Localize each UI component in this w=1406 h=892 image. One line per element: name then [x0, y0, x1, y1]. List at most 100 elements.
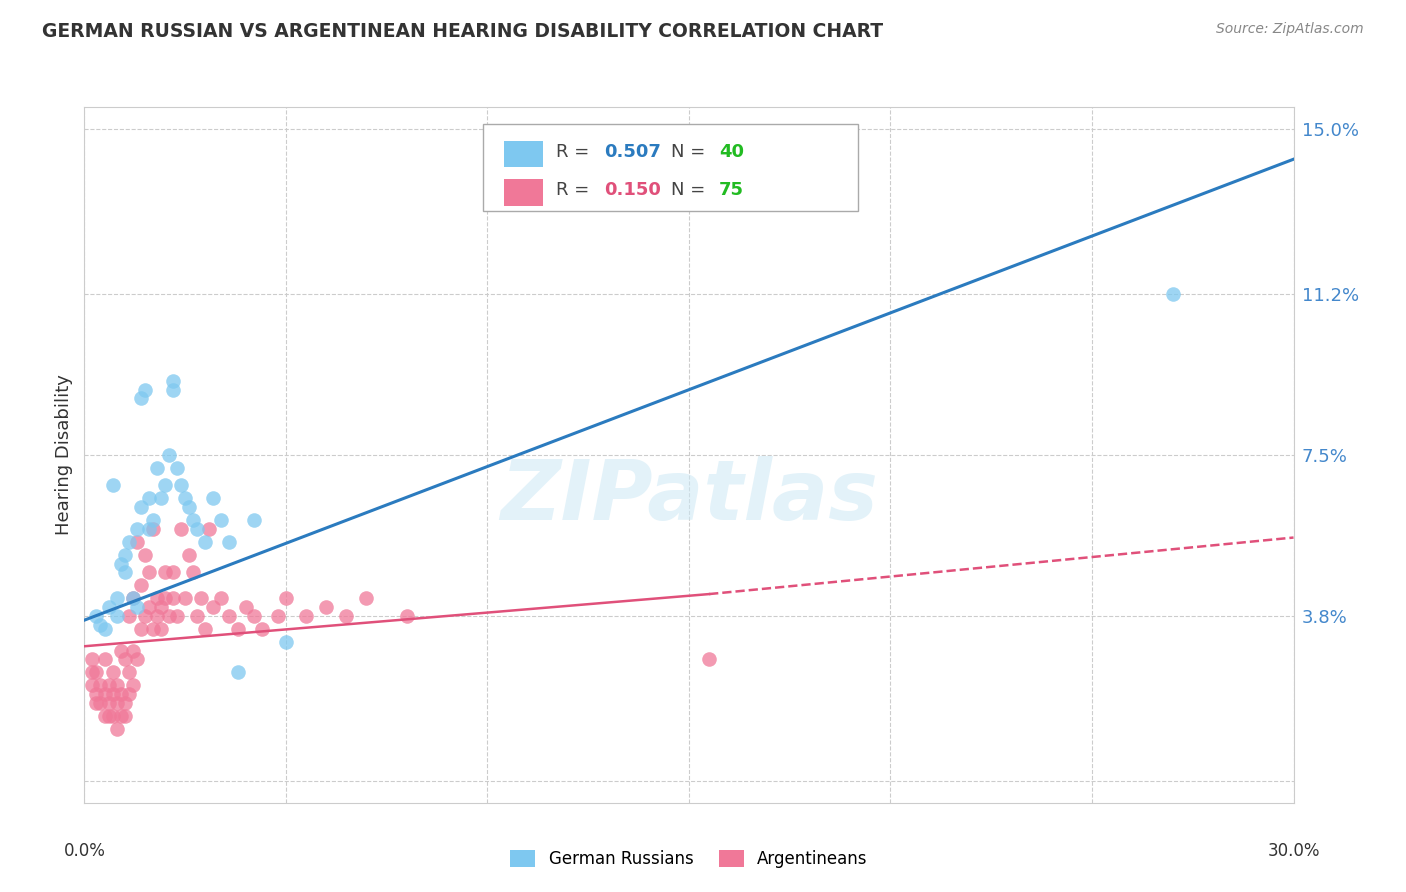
Point — [194, 622, 217, 636]
Point — [149, 600, 172, 615]
Point — [129, 622, 152, 636]
Point — [93, 708, 115, 723]
Text: 0.507: 0.507 — [605, 143, 661, 161]
Text: R =: R = — [555, 143, 595, 161]
Point — [110, 708, 132, 723]
FancyBboxPatch shape — [503, 179, 543, 206]
Point — [125, 652, 148, 666]
Point — [186, 608, 208, 623]
Point — [209, 591, 232, 606]
Point — [153, 591, 176, 606]
Point — [105, 591, 128, 606]
Point — [110, 687, 132, 701]
Point — [118, 608, 141, 623]
Point — [114, 548, 136, 562]
Point — [82, 665, 104, 680]
Point — [181, 513, 204, 527]
Point — [97, 696, 120, 710]
FancyBboxPatch shape — [503, 141, 543, 167]
Point — [142, 522, 165, 536]
Point — [218, 608, 240, 623]
Point — [179, 500, 201, 514]
Point — [162, 591, 184, 606]
Text: N =: N = — [671, 181, 711, 199]
Text: 75: 75 — [720, 181, 744, 199]
Point — [82, 652, 104, 666]
Point — [114, 708, 136, 723]
Point — [97, 678, 120, 692]
Point — [174, 591, 197, 606]
Point — [121, 643, 143, 657]
Point — [121, 591, 143, 606]
Point — [209, 513, 232, 527]
Point — [142, 513, 165, 527]
Text: 0.150: 0.150 — [605, 181, 661, 199]
Point — [218, 534, 240, 549]
Point — [114, 566, 136, 580]
Point — [114, 696, 136, 710]
Point — [93, 652, 115, 666]
Point — [697, 652, 720, 666]
Point — [101, 708, 124, 723]
Point — [138, 600, 160, 615]
Point — [1161, 287, 1184, 301]
Point — [97, 708, 120, 723]
Point — [134, 548, 156, 562]
Point — [157, 608, 180, 623]
Point — [138, 566, 160, 580]
Point — [129, 578, 152, 592]
Text: N =: N = — [671, 143, 711, 161]
Text: 0.0%: 0.0% — [63, 842, 105, 860]
Point — [149, 622, 172, 636]
Point — [170, 522, 193, 536]
Point — [157, 448, 180, 462]
Point — [146, 608, 169, 623]
Point — [202, 600, 225, 615]
Point — [110, 643, 132, 657]
Text: ZIPatlas: ZIPatlas — [501, 456, 877, 537]
Point — [105, 722, 128, 736]
Y-axis label: Hearing Disability: Hearing Disability — [55, 375, 73, 535]
Point — [121, 591, 143, 606]
Point — [226, 622, 249, 636]
Point — [170, 478, 193, 492]
Point — [105, 678, 128, 692]
Point — [89, 678, 111, 692]
Point — [174, 491, 197, 506]
Point — [242, 513, 264, 527]
Point — [181, 566, 204, 580]
Point — [153, 478, 176, 492]
Point — [186, 522, 208, 536]
Point — [125, 534, 148, 549]
Point — [250, 622, 273, 636]
Point — [101, 687, 124, 701]
Point — [149, 491, 172, 506]
Point — [134, 383, 156, 397]
Legend: German Russians, Argentineans: German Russians, Argentineans — [503, 843, 875, 874]
Point — [138, 491, 160, 506]
Text: Source: ZipAtlas.com: Source: ZipAtlas.com — [1216, 22, 1364, 37]
Point — [125, 600, 148, 615]
Point — [86, 687, 108, 701]
Point — [97, 600, 120, 615]
Point — [118, 687, 141, 701]
Point — [162, 383, 184, 397]
Point — [146, 461, 169, 475]
Point — [82, 678, 104, 692]
Point — [274, 635, 297, 649]
Point — [146, 591, 169, 606]
Point — [179, 548, 201, 562]
FancyBboxPatch shape — [484, 124, 858, 211]
Point — [166, 608, 188, 623]
Point — [86, 665, 108, 680]
Point — [242, 608, 264, 623]
Point — [274, 591, 297, 606]
Point — [226, 665, 249, 680]
Point — [153, 566, 176, 580]
Point — [267, 608, 290, 623]
Point — [125, 522, 148, 536]
Point — [93, 687, 115, 701]
Text: GERMAN RUSSIAN VS ARGENTINEAN HEARING DISABILITY CORRELATION CHART: GERMAN RUSSIAN VS ARGENTINEAN HEARING DI… — [42, 22, 883, 41]
Point — [315, 600, 337, 615]
Point — [295, 608, 318, 623]
